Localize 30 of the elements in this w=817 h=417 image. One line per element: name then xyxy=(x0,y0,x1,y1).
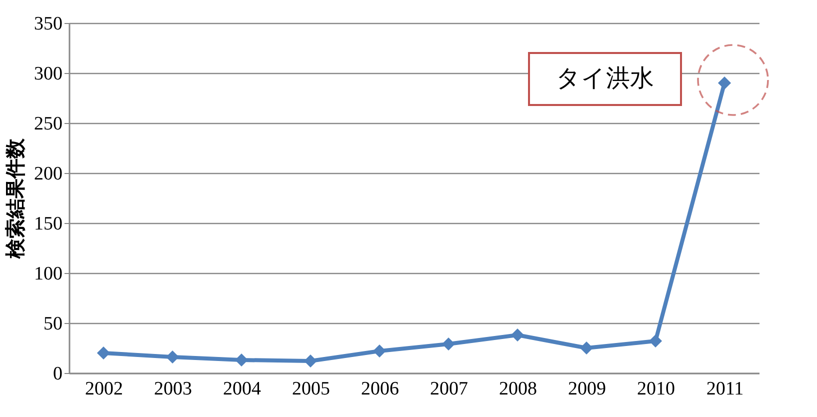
point xyxy=(372,344,386,358)
y-tick-label: 350 xyxy=(34,14,62,34)
annotation: タイ洪水 xyxy=(556,64,654,92)
point xyxy=(166,350,180,364)
x-tick-label: 2010 xyxy=(637,378,675,400)
y-tick-label: 0 xyxy=(53,364,62,384)
x-tick-label: 2005 xyxy=(292,378,330,400)
x-tick-label: 2011 xyxy=(706,378,744,400)
point xyxy=(648,334,662,348)
x-tick-label: 2009 xyxy=(568,378,606,400)
x-tick-label: 2002 xyxy=(85,378,123,400)
point xyxy=(442,337,456,351)
x-tick-label: 2007 xyxy=(430,378,468,400)
y-tick-label: 200 xyxy=(34,164,62,184)
point xyxy=(96,346,110,360)
y-tick-label: 100 xyxy=(34,264,62,284)
point xyxy=(718,76,732,90)
point xyxy=(234,353,248,367)
y-tick-label: 250 xyxy=(34,114,62,134)
x-tick-label: 2008 xyxy=(499,378,537,400)
y-tick-label: 300 xyxy=(34,64,62,84)
y-tick-label: 150 xyxy=(34,214,62,234)
point xyxy=(580,341,594,355)
y-axis-title: 検索結果件数 xyxy=(3,138,27,260)
x-tick-label: 2004 xyxy=(223,378,262,400)
x-tick-label: 2006 xyxy=(361,378,399,400)
x-tick-label: 2003 xyxy=(154,378,192,400)
point xyxy=(510,328,524,342)
point xyxy=(304,354,318,368)
y-tick-label: 50 xyxy=(44,314,62,334)
